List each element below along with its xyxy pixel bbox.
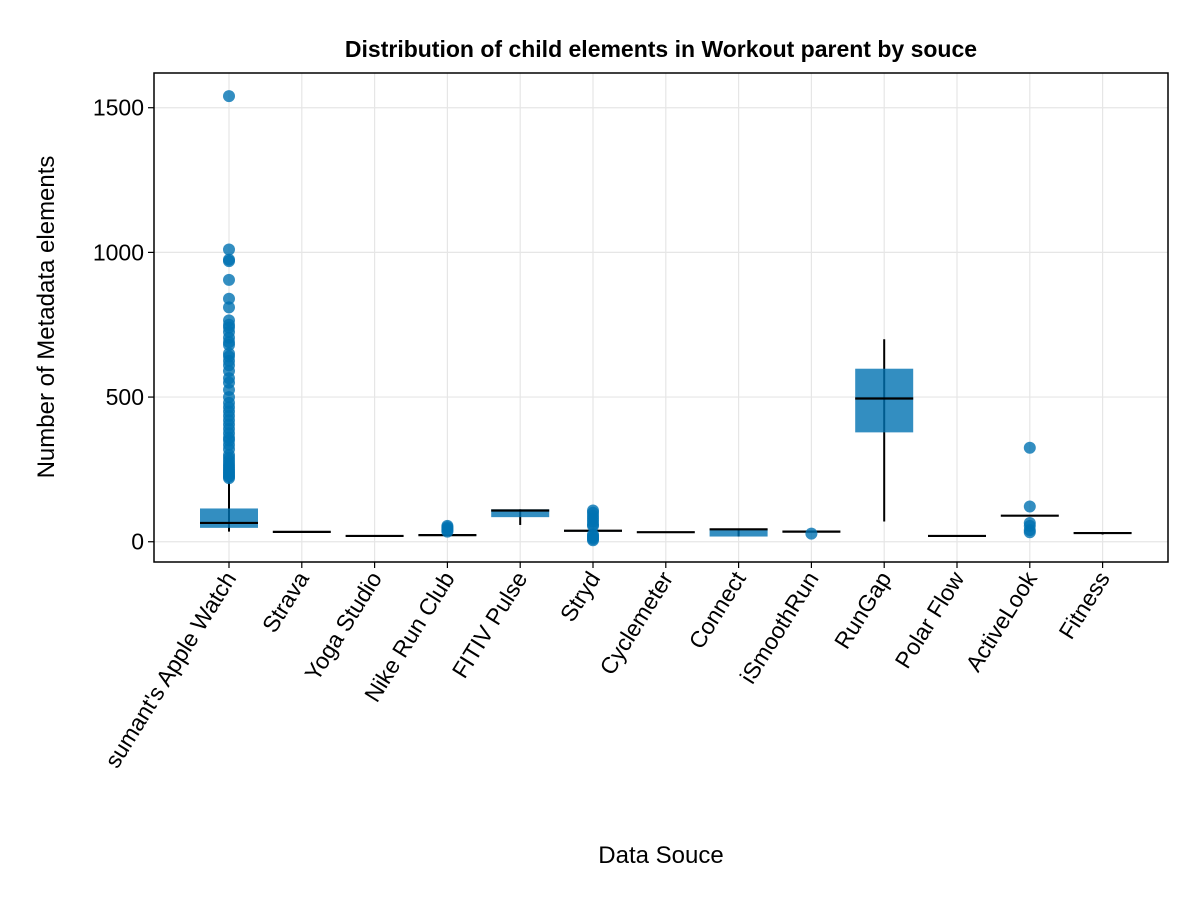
outlier-point: [1023, 441, 1036, 454]
box-group: [855, 339, 914, 522]
outlier-point: [441, 519, 454, 532]
outlier-point: [1023, 500, 1036, 513]
box-body: [855, 368, 914, 433]
outlier-point: [223, 472, 235, 485]
y-tick-label: 500: [106, 384, 144, 410]
outlier-point: [223, 273, 235, 286]
box-body: [200, 508, 258, 528]
x-axis-label: Data Souce: [598, 842, 723, 869]
y-axis-label: Number of Metadata elements: [33, 156, 60, 479]
plot-marks: [200, 90, 1132, 547]
outlier-point: [1023, 526, 1036, 539]
outlier-point: [223, 292, 235, 305]
x-tick-label: ActiveLook: [960, 566, 1042, 676]
x-tick-label: FITIV Pulse: [447, 567, 533, 683]
box-group: [564, 504, 622, 547]
outlier-point: [223, 243, 235, 256]
box-group: [709, 528, 768, 537]
box-group: [200, 90, 258, 532]
outlier-point: [223, 90, 235, 103]
x-tick-label: Stryd: [555, 567, 605, 626]
x-tick-label: Connect: [683, 566, 751, 653]
x-tick-label: Polar Flow: [890, 567, 970, 673]
outlier-point: [223, 301, 235, 314]
box-group: [491, 509, 550, 525]
x-tick-label: RunGap: [829, 567, 896, 653]
plot-frame: [153, 72, 1169, 563]
outlier-point: [587, 504, 599, 517]
outlier-point: [587, 528, 599, 541]
box-group: [1000, 441, 1059, 539]
y-tick-label: 0: [131, 529, 144, 555]
box-body: [709, 528, 768, 537]
outlier-point: [805, 527, 818, 540]
box-group: [1073, 531, 1132, 535]
chart-title: Distribution of child elements in Workou…: [345, 36, 977, 62]
outlier-point: [223, 255, 235, 268]
box-group: [782, 527, 841, 540]
x-tick-label: sumant's Apple Watch: [99, 567, 241, 772]
y-axis: 0 500 1000 1500: [93, 95, 154, 555]
box-body: [491, 509, 550, 518]
x-tick-label: Strava: [257, 567, 314, 637]
x-tick-label: Cyclemeter: [594, 567, 678, 680]
outlier-point: [223, 338, 235, 351]
y-tick-label: 1000: [93, 239, 144, 265]
grid-lines: [154, 73, 1168, 562]
box-group: [418, 519, 477, 538]
y-tick-label: 1500: [93, 95, 144, 121]
x-tick-label: Fitness: [1054, 567, 1115, 644]
